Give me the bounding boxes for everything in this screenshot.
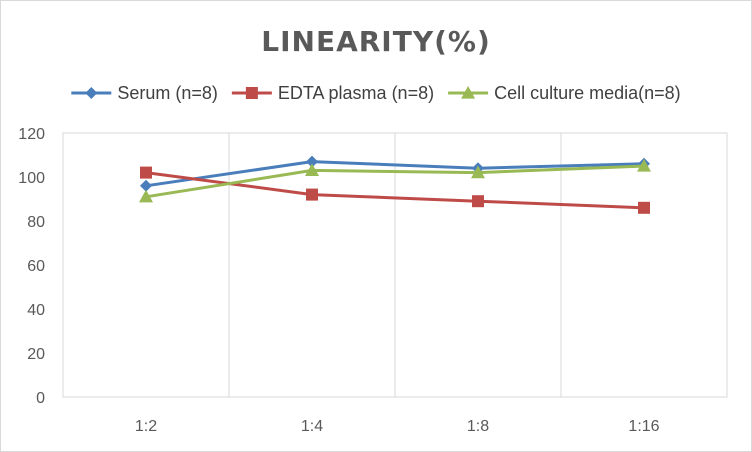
grid-lines: [62, 132, 728, 398]
x-tick-label: 1:16: [628, 418, 659, 435]
data-point: [471, 165, 485, 179]
axes: 0 20 40 60 80 100 120 1:2 1:4 1:8 1:16: [18, 126, 659, 435]
legend-marker: [461, 86, 476, 99]
data-point: [472, 195, 484, 208]
x-tick-label: 1:8: [467, 418, 489, 435]
legend-label: EDTA plasma (n=8): [278, 83, 434, 103]
data-point: [140, 179, 152, 192]
legend-item: Serum (n=8): [71, 83, 218, 103]
x-tick-label: 1:4: [301, 418, 323, 435]
y-tick-label: 100: [18, 170, 45, 187]
data-point: [637, 159, 651, 172]
legend-item: EDTA plasma (n=8): [231, 83, 434, 103]
legend-label: Cell culture media(n=8): [494, 83, 681, 103]
legend-label: Serum (n=8): [117, 83, 218, 103]
legend: Serum (n=8) EDTA plasma (n=8) Cell culture…: [71, 83, 681, 103]
legend-item: Cell culture media(n=8): [448, 83, 681, 103]
data-point: [306, 155, 318, 168]
y-tick-label: 120: [18, 126, 45, 143]
y-tick-label: 20: [27, 346, 45, 363]
legend-marker: [85, 87, 98, 99]
series-3: [139, 159, 651, 203]
y-tick-label: 0: [36, 390, 45, 407]
x-tick-label: 1:2: [135, 418, 157, 435]
y-tick-label: 60: [27, 258, 45, 275]
data-point: [139, 189, 153, 203]
series-layer: [139, 155, 651, 214]
chart-title: LINEARITY(%): [261, 25, 491, 58]
data-point: [305, 163, 319, 176]
series-line: [145, 164, 645, 199]
data-point: [140, 166, 152, 179]
series-line: [145, 160, 645, 188]
data-point: [638, 201, 650, 214]
y-tick-label: 80: [27, 214, 45, 231]
data-point: [306, 188, 318, 201]
y-tick-label: 40: [27, 302, 45, 319]
legend-marker: [245, 87, 258, 99]
